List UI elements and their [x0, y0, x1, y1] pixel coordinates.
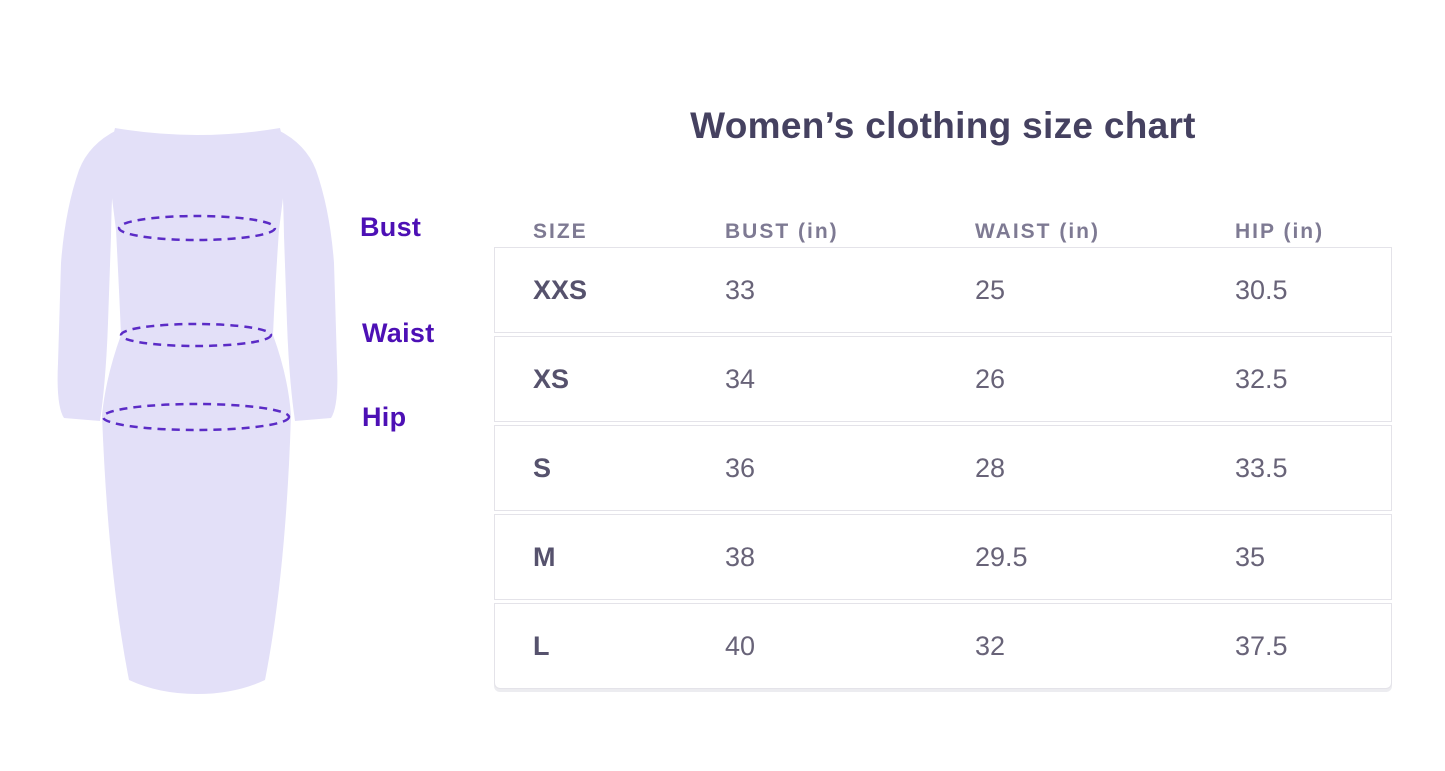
bust-measure-ellipse: [117, 214, 277, 242]
hip-cell: 35: [1235, 541, 1266, 572]
waist-label: Waist: [362, 318, 435, 348]
table-row: S 36 28 33.5: [494, 425, 1392, 512]
page-title: Women’s clothing size chart: [690, 105, 1196, 146]
size-cell: S: [533, 452, 552, 483]
size-cell: M: [533, 541, 556, 572]
bust-label: Bust: [360, 212, 422, 242]
bust-cell: 40: [725, 630, 756, 661]
hip-measure-ellipse: [101, 402, 291, 432]
table-row: XS 34 26 32.5: [494, 336, 1392, 423]
bust-cell: 36: [725, 452, 756, 483]
hip-cell: 37.5: [1235, 630, 1288, 661]
dress-left-sleeve: [57, 130, 117, 421]
size-cell: XXS: [533, 274, 588, 305]
table-header-row: SIZE BUST (in) WAIST (in) HIP (in): [494, 220, 1392, 244]
waist-cell: 25: [975, 274, 1006, 305]
table-row: XXS 33 25 30.5: [494, 247, 1392, 334]
dress-silhouette-svg: [57, 128, 338, 694]
hip-cell: 30.5: [1235, 274, 1288, 305]
dress-illustration: [55, 118, 345, 708]
size-cell: XS: [533, 363, 570, 394]
column-header-bust: BUST (in): [725, 220, 839, 244]
bust-cell: 38: [725, 541, 756, 572]
table-row: L 40 32 37.5: [494, 603, 1392, 690]
bust-cell: 33: [725, 274, 756, 305]
column-header-waist: WAIST (in): [975, 220, 1100, 244]
column-header-hip: HIP (in): [1235, 220, 1325, 244]
column-header-size: SIZE: [533, 220, 588, 244]
dress-body: [102, 128, 291, 694]
dress-right-sleeve: [278, 130, 338, 421]
hip-cell: 32.5: [1235, 363, 1288, 394]
size-chart-content: Women’s clothing size chart SIZE BUST (i…: [494, 0, 1392, 690]
waist-cell: 26: [975, 363, 1006, 394]
waist-cell: 29.5: [975, 541, 1028, 572]
waist-cell: 32: [975, 630, 1006, 661]
waist-measure-ellipse: [119, 322, 273, 348]
waist-cell: 28: [975, 452, 1006, 483]
hip-label: Hip: [362, 402, 407, 432]
bust-cell: 34: [725, 363, 756, 394]
size-cell: L: [533, 630, 550, 661]
table-row: M 38 29.5 35: [494, 514, 1392, 601]
hip-cell: 33.5: [1235, 452, 1288, 483]
